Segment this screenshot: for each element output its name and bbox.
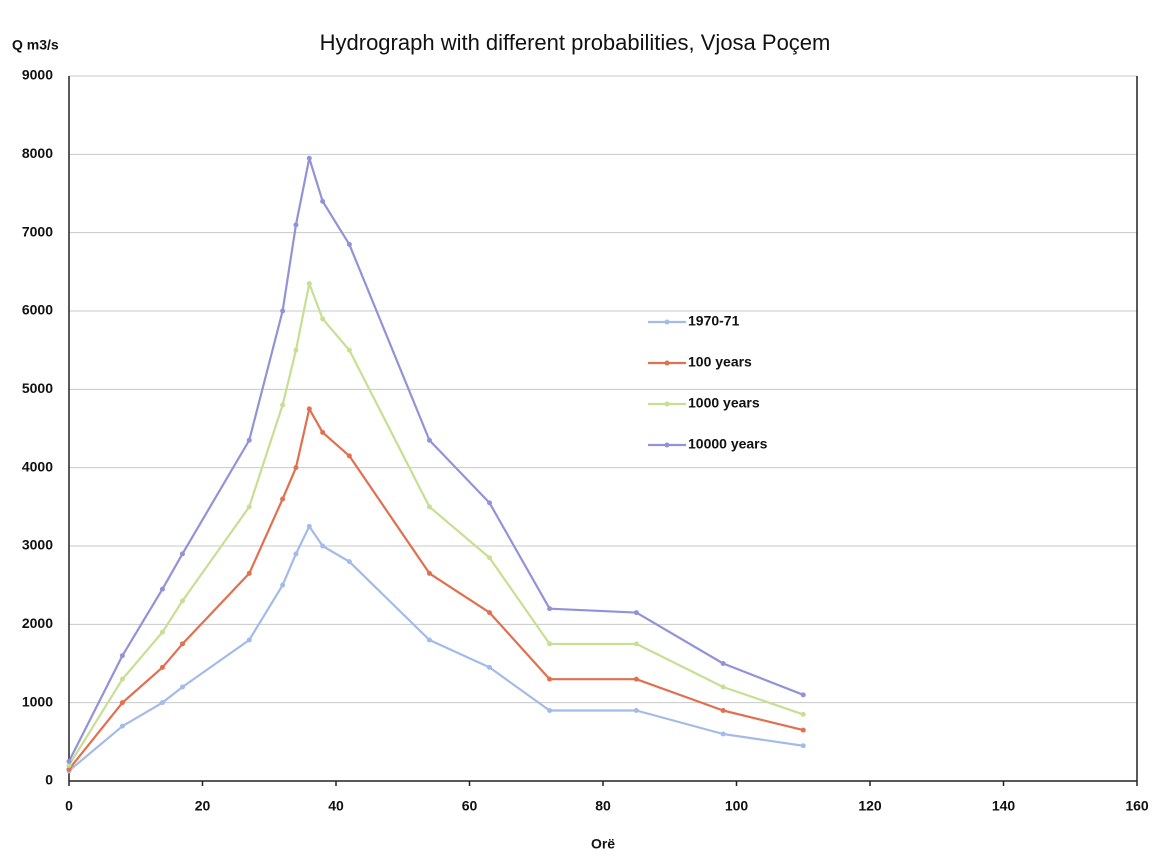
data-point [280, 402, 286, 408]
data-point [293, 222, 299, 228]
y-tick-label: 8000 [22, 145, 53, 161]
x-axis-label: Orë [591, 836, 615, 852]
data-point [306, 155, 312, 161]
data-point [306, 406, 312, 412]
y-tick-label: 2000 [22, 615, 53, 631]
data-point [306, 281, 312, 287]
data-point [66, 758, 72, 764]
legend-label: 10000 years [688, 436, 768, 452]
series-line [68, 525, 804, 772]
x-tick-label: 140 [992, 798, 1016, 814]
data-point [346, 241, 352, 247]
data-point [119, 676, 125, 682]
data-point [246, 637, 252, 643]
data-point [159, 700, 165, 706]
y-tick-label: 7000 [22, 223, 53, 239]
data-point [159, 664, 165, 670]
data-point [426, 504, 432, 510]
data-point [320, 429, 326, 435]
data-point [159, 629, 165, 635]
data-point [280, 496, 286, 502]
data-point [293, 465, 299, 471]
data-point [280, 582, 286, 588]
data-point [119, 700, 125, 706]
data-point [320, 198, 326, 204]
y-tick-label: 4000 [22, 458, 53, 474]
x-tick-label: 60 [462, 798, 478, 814]
legend-label: 1970-71 [688, 313, 740, 329]
data-point [179, 641, 185, 647]
data-point [306, 523, 312, 529]
y-tick-label: 5000 [22, 380, 53, 396]
data-point [246, 437, 252, 443]
data-point [159, 586, 165, 592]
x-tick-label: 80 [595, 798, 611, 814]
legend-label: 100 years [688, 354, 752, 370]
data-point [246, 504, 252, 510]
data-point [426, 570, 432, 576]
data-point [346, 453, 352, 459]
data-point [720, 708, 726, 713]
data-point [426, 437, 432, 443]
data-point [280, 308, 286, 314]
y-tick-label: 3000 [22, 537, 53, 553]
data-point [179, 598, 185, 604]
x-tick-label: 120 [858, 798, 882, 814]
data-point [119, 653, 125, 659]
data-point [720, 684, 726, 690]
data-point [800, 743, 806, 749]
data-point [346, 559, 352, 565]
data-point [119, 723, 125, 729]
data-point [426, 637, 432, 643]
chart-title: Hydrograph with different probabilities,… [320, 30, 831, 55]
data-point [487, 610, 493, 616]
legend-marker [664, 319, 670, 325]
y-tick-label: 6000 [22, 302, 53, 318]
legend-label: 1000 years [688, 395, 760, 411]
data-point [487, 555, 493, 561]
y-axis-label: Q m3/s [12, 37, 59, 53]
data-point [320, 543, 326, 549]
data-point [720, 731, 726, 737]
data-point [246, 570, 252, 576]
data-point [800, 711, 806, 717]
data-point [547, 676, 553, 682]
data-point [346, 347, 352, 353]
data-point [293, 347, 299, 353]
data-point [487, 500, 493, 506]
data-point [547, 606, 553, 612]
x-tick-label: 100 [725, 798, 749, 814]
data-point [633, 610, 639, 616]
series-line [68, 407, 804, 770]
legend-marker [664, 401, 670, 407]
series-line [68, 282, 804, 766]
data-point [179, 551, 185, 557]
data-point [179, 684, 185, 690]
data-point [800, 692, 806, 698]
y-tick-label: 9000 [22, 67, 53, 83]
y-tick-label: 0 [45, 772, 53, 788]
data-point [66, 766, 72, 772]
data-point [320, 316, 326, 322]
data-point [633, 641, 639, 647]
legend-marker [664, 442, 670, 448]
legend-marker [664, 360, 670, 366]
x-tick-label: 160 [1125, 798, 1149, 814]
data-point [633, 708, 639, 713]
data-point [547, 708, 553, 713]
data-point [800, 727, 806, 733]
x-tick-label: 0 [65, 798, 73, 814]
data-point [547, 641, 553, 647]
data-point [66, 762, 72, 768]
x-tick-label: 40 [328, 798, 344, 814]
data-point [293, 551, 299, 557]
series-line [68, 157, 804, 762]
y-tick-label: 1000 [22, 693, 53, 709]
data-point [487, 664, 493, 670]
x-tick-label: 20 [195, 798, 211, 814]
data-point [633, 676, 639, 682]
data-point [720, 661, 726, 666]
